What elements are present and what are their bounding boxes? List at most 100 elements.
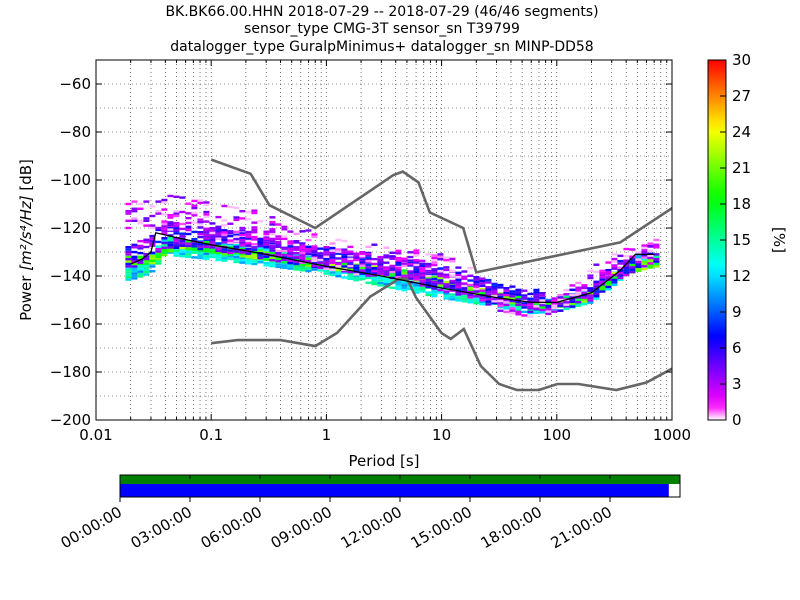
heatmap-cell: [149, 205, 156, 208]
heatmap-cell: [437, 279, 444, 282]
heatmap-cell: [269, 264, 276, 268]
heatmap-cell: [197, 226, 204, 229]
heatmap-cell: [185, 202, 192, 205]
heatmap-cell: [227, 239, 234, 242]
heatmap-cell: [647, 262, 654, 265]
heatmap-cell: [503, 307, 510, 310]
heatmap-cell: [497, 302, 504, 306]
heatmap-cell: [149, 259, 156, 262]
heatmap-cell: [485, 288, 492, 291]
heatmap-cell: [413, 288, 420, 292]
heatmap-cell: [383, 266, 390, 269]
heatmap-cell: [581, 286, 588, 289]
heatmap-cell: [497, 306, 504, 309]
heatmap-cell: [179, 210, 186, 214]
heatmap-cell: [287, 249, 294, 253]
heatmap-cell: [473, 275, 480, 279]
x-axis-ticks: 0.01 0.1 1 10 100 1000: [79, 60, 691, 444]
heatmap-cell: [245, 230, 252, 234]
heatmap-cell: [299, 269, 306, 272]
heatmap-cell: [509, 290, 516, 293]
heatmap-cell: [545, 312, 552, 316]
heatmap-cell: [293, 251, 300, 255]
heatmap-cell: [209, 239, 216, 242]
heatmap-cell: [155, 253, 162, 256]
heatmap-cell: [347, 270, 354, 274]
heatmap-cell: [143, 273, 150, 276]
heatmap-cell: [365, 261, 372, 264]
heatmap-cell: [389, 279, 396, 282]
heatmap-cell: [503, 289, 510, 292]
heatmap-cell: [365, 256, 372, 260]
heatmap-cell: [161, 198, 168, 202]
heatmap-cell: [413, 273, 420, 276]
heatmap-cell: [365, 266, 372, 269]
heatmap-cell: [401, 271, 408, 275]
heatmap-cell: [275, 257, 282, 261]
heatmap-cell: [311, 233, 318, 236]
heatmap-cell: [149, 254, 156, 258]
heatmap-cell: [179, 242, 186, 245]
heatmap-cell: [629, 248, 636, 251]
heatmap-cell: [227, 241, 234, 245]
heatmap-cell: [317, 266, 324, 269]
heatmap-cell: [239, 237, 246, 240]
heatmap-cell: [575, 288, 582, 292]
heatmap-cell: [431, 259, 438, 262]
heatmap-cell: [239, 241, 246, 244]
colorbar-tick-label: 9: [732, 303, 742, 321]
heatmap-cell: [221, 219, 228, 222]
heatmap-cell: [227, 257, 234, 261]
heatmap-cell: [395, 252, 402, 255]
heatmap-cell: [341, 265, 348, 268]
heatmap-cell: [245, 242, 252, 245]
heatmap-cell: [455, 278, 462, 282]
heatmap-cell: [167, 250, 174, 253]
heatmap-cell: [329, 256, 336, 259]
heatmap-cell: [131, 262, 138, 266]
heatmap-cell: [413, 268, 420, 271]
heatmap-cell: [419, 262, 426, 265]
heatmap-cell: [365, 274, 372, 277]
heatmap-cell: [233, 253, 240, 256]
heatmap-cell: [335, 248, 342, 251]
heatmap-cell: [179, 246, 186, 250]
heatmap-cell: [161, 208, 168, 211]
heatmap-cell: [275, 245, 282, 249]
heatmap-cell: [341, 270, 348, 273]
heatmap-cell: [485, 281, 492, 284]
heatmap-cell: [341, 276, 348, 279]
heatmap-cell: [323, 258, 330, 261]
heatmap-cell: [461, 287, 468, 290]
heatmap-cell: [491, 301, 498, 305]
heatmap-cell: [611, 276, 618, 280]
heatmap-cell: [143, 262, 150, 266]
heatmap-cell: [215, 249, 222, 253]
heatmap-cell: [275, 235, 282, 238]
heatmap-cell: [215, 256, 222, 259]
heatmap-cell: [203, 237, 210, 240]
heatmap-cell: [179, 232, 186, 235]
heatmap-cell: [221, 257, 228, 260]
heatmap-cell: [221, 252, 228, 256]
heatmap-cell: [185, 242, 192, 245]
heatmap-cell: [425, 274, 432, 278]
heatmap-cell: [527, 297, 534, 300]
heatmap-cell: [395, 261, 402, 264]
heatmap-cell: [401, 286, 408, 289]
heatmap-cell: [155, 245, 162, 248]
heatmap-cell: [215, 235, 222, 238]
heatmap-cell: [545, 298, 552, 302]
heatmap-cell: [395, 266, 402, 269]
heatmap-cell: [605, 288, 612, 291]
heatmap-cell: [125, 219, 132, 222]
heatmap-cell: [371, 269, 378, 273]
heatmap-cell: [401, 262, 408, 266]
heatmap-cell: [125, 248, 132, 251]
heatmap-cell: [479, 284, 486, 288]
heatmap-cell: [131, 272, 138, 275]
heatmap-cell: [653, 258, 660, 261]
heatmap-cell: [323, 270, 330, 273]
heatmap-cell: [593, 280, 600, 283]
heatmap-cell: [173, 246, 180, 249]
